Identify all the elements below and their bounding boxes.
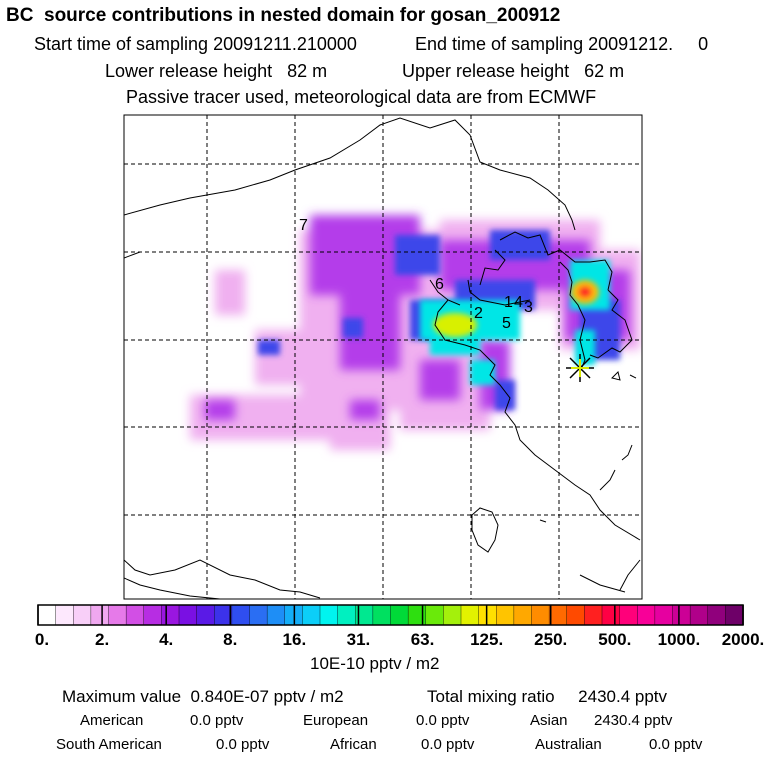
start-time-label: Start time of sampling 20091211.210000: [34, 34, 357, 54]
map-frame: [123, 114, 643, 600]
color-scale-tick-label: 500.: [598, 630, 632, 649]
color-scale-cell: [125, 604, 145, 626]
color-scale-tick-label: 63.: [410, 630, 435, 649]
color-scale-cell: [478, 604, 497, 626]
contribution-asian-value: 2430.4 pptv: [594, 712, 673, 729]
maximum-value: Maximum value 0.840E-07 pptv / m2: [62, 687, 344, 706]
color-scale-tick-label: 16.: [282, 630, 307, 649]
color-scale-unit: 10E-10 pptv / m2: [310, 654, 440, 673]
contribution-european-value: 0.0 pptv: [416, 712, 470, 729]
color-scale-tick-label: 0.: [34, 630, 50, 649]
source-label-6: 6: [435, 276, 444, 293]
figure-title: BC source contributions in nested domain…: [6, 5, 561, 26]
upper-release-label: Upper release height 62 m: [402, 61, 625, 81]
color-scale-cell: [672, 604, 691, 626]
color-scale-cell: [161, 604, 180, 626]
color-scale-tick-label: 2000.: [721, 630, 765, 649]
color-scale-cell: [390, 604, 409, 626]
contribution-european-name: European: [303, 712, 369, 729]
total-mixing-ratio: Total mixing ratio 2430.4 pptv: [427, 687, 668, 706]
color-scale-cell: [249, 604, 268, 626]
color-scale-cell: [407, 604, 427, 626]
source-label-5: 5: [502, 315, 511, 332]
color-scale-cell: [319, 604, 339, 626]
plume-hotspot: [433, 280, 599, 337]
color-scale-cell: [55, 604, 74, 626]
contribution-american-value: 0.0 pptv: [190, 712, 244, 729]
color-scale-cell: [178, 604, 198, 626]
contribution-south-american-name: South American: [56, 736, 162, 753]
color-scale-cell: [443, 604, 462, 626]
source-label-2: 2: [474, 305, 483, 322]
end-time-label: End time of sampling 20091212. 0: [415, 34, 709, 54]
source-label-4: 4: [514, 294, 523, 311]
color-scale-cell: [584, 604, 603, 626]
lower-release-label: Lower release height 82 m: [105, 61, 328, 81]
color-scale-cell: [548, 604, 568, 626]
color-scale-cell: [654, 604, 674, 626]
contribution-australian-name: Australian: [535, 736, 602, 753]
contribution-asian-name: Asian: [530, 712, 568, 729]
color-scale-cell: [496, 604, 515, 626]
color-scale-cell: [372, 604, 392, 626]
color-scale-cell: [531, 604, 550, 626]
contribution-south-american-value: 0.0 pptv: [216, 736, 270, 753]
color-scale-tick-label: 4.: [159, 630, 174, 649]
color-scale-cell: [37, 604, 57, 626]
color-scale-cell: [337, 604, 356, 626]
color-scale-cell: [73, 604, 92, 626]
color-scale-tick-label: 125.: [470, 630, 504, 649]
color-scale-cell: [460, 604, 480, 626]
color-scale-cell: [425, 604, 445, 626]
color-scale-tick-label: 8.: [223, 630, 238, 649]
star-icon: [566, 354, 594, 382]
color-scale-cell: [196, 604, 215, 626]
contribution-american-name: American: [80, 712, 144, 729]
color-scale-tick-label: 31.: [346, 630, 371, 649]
color-scale-cell: [266, 604, 286, 626]
source-label-7: 7: [299, 217, 308, 234]
contribution-australian-value: 0.0 pptv: [649, 736, 703, 753]
color-scale-cell: [566, 604, 586, 626]
color-scale-tick-label: 250.: [534, 630, 568, 649]
contribution-african-name: African: [330, 736, 377, 753]
tracer-note: Passive tracer used, meteorological data…: [126, 87, 597, 107]
color-scale-cell: [513, 604, 533, 626]
color-scale-cell: [90, 604, 110, 626]
color-scale-frame: [37, 604, 744, 626]
plume-cyan: [420, 260, 610, 385]
color-scale-cell: [143, 604, 163, 626]
color-scale-cell: [725, 604, 744, 626]
color-scale-cell: [302, 604, 321, 626]
color-scale-cell: [231, 604, 251, 626]
color-scale-tick-label: 1000.: [657, 630, 701, 649]
color-scale-cell: [619, 604, 638, 626]
color-scale-cell: [637, 604, 656, 626]
contribution-african-value: 0.0 pptv: [421, 736, 475, 753]
map-grid: [124, 115, 642, 599]
color-scale-tick-label: 2.: [94, 630, 110, 649]
color-scale-cell: [601, 604, 621, 626]
color-scale-cell: [108, 604, 127, 626]
source-label-3: 3: [524, 299, 533, 316]
color-scale-cell: [689, 604, 709, 626]
color-scale-cell: [707, 604, 727, 626]
source-label-1: 1: [504, 294, 513, 311]
